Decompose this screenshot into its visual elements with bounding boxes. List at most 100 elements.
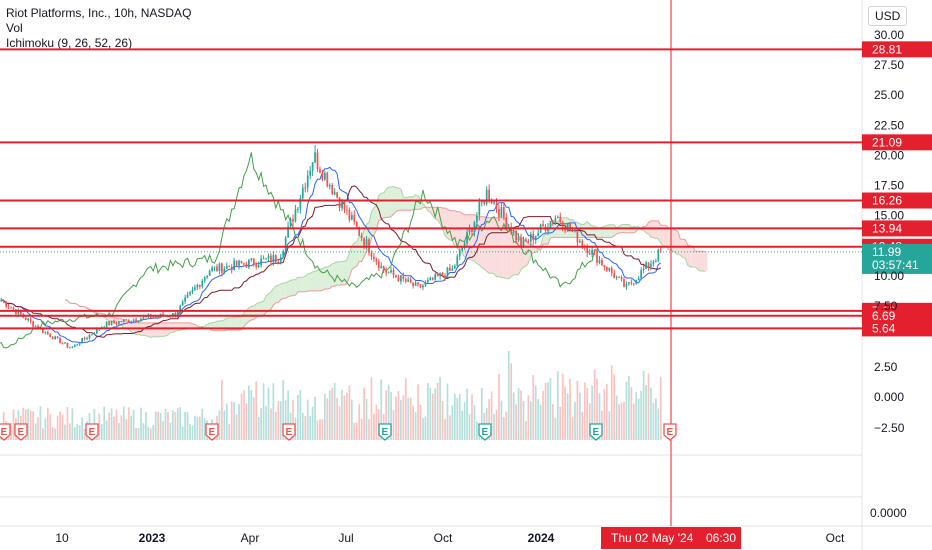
candle-body	[346, 209, 348, 211]
volume-bar	[262, 383, 265, 440]
candle-body	[17, 310, 20, 315]
ichimoku-indicator-label[interactable]: Ichimoku (9, 26, 52, 26)	[6, 36, 133, 50]
candle-body	[422, 285, 424, 288]
price-tick-label: 25.00	[874, 88, 904, 102]
volume-bar	[184, 412, 186, 440]
volume-indicator-label[interactable]: Vol	[6, 21, 23, 35]
volume-bar	[42, 428, 44, 440]
volume-bar	[333, 383, 336, 440]
candle-body	[206, 275, 209, 278]
cloud-segment	[405, 196, 409, 211]
currency-button[interactable]: USD	[868, 6, 908, 26]
volume-bar	[66, 407, 69, 440]
volume-bar	[171, 410, 174, 440]
volume-bar	[46, 407, 49, 440]
cloud-segment	[359, 235, 362, 262]
candle-body	[534, 235, 537, 241]
candle-body	[49, 333, 52, 337]
volume-bar	[64, 424, 66, 440]
volume-bar	[360, 418, 363, 440]
volume-bar	[71, 408, 74, 440]
candle-body	[71, 346, 74, 348]
candle-body	[34, 326, 37, 328]
volume-bar	[297, 395, 299, 440]
volume-bar	[537, 399, 540, 440]
volume-bar	[314, 396, 316, 440]
level-price-tag	[862, 41, 932, 58]
volume-bar	[461, 410, 464, 440]
candle-body	[380, 266, 383, 269]
cloud-segment	[609, 224, 612, 238]
volume-bar	[640, 391, 643, 440]
candle-body	[586, 246, 589, 254]
volume-bar	[375, 404, 378, 440]
volume-bar	[490, 391, 493, 440]
cloud-segment	[251, 306, 254, 320]
candle-body	[297, 208, 299, 210]
candle-body	[444, 275, 446, 278]
candle-body	[61, 343, 64, 345]
candle-body	[657, 249, 660, 261]
cloud-segment	[234, 317, 237, 330]
horizontal-levels: 28.8121.0916.2613.9412.427.106.695.6411.…	[0, 41, 932, 337]
earnings-marker[interactable]: E	[663, 423, 677, 441]
cloud-segment	[658, 220, 661, 244]
cloud-segment	[364, 224, 367, 257]
cloud-segment	[597, 227, 600, 238]
candle-body	[42, 328, 44, 333]
cloud-segment	[261, 301, 264, 316]
volume-bar	[324, 393, 326, 440]
candle-body	[213, 266, 216, 268]
candle-body	[54, 336, 57, 340]
earnings-marker-badge	[378, 423, 392, 441]
candle-body	[490, 199, 493, 204]
volume-bar	[529, 401, 532, 440]
candle-body	[46, 332, 49, 334]
volume-bar	[252, 397, 255, 440]
candle-body	[404, 278, 407, 282]
lagging-span	[0, 152, 598, 349]
earnings-marker[interactable]: E	[205, 423, 219, 441]
cloud-segment	[337, 261, 340, 286]
earnings-marker[interactable]: E	[85, 423, 99, 441]
cloud-segment	[354, 242, 357, 268]
volume-bar	[191, 425, 194, 440]
earnings-marker[interactable]: E	[378, 423, 392, 441]
cloud-segment	[700, 251, 703, 271]
candle-body	[424, 282, 427, 286]
volume-bar	[424, 416, 427, 440]
candle-body	[19, 310, 22, 315]
earnings-marker[interactable]: E	[0, 423, 11, 441]
volume-bar	[520, 390, 522, 440]
volume-bar	[284, 400, 287, 440]
earnings-marker[interactable]: E	[478, 423, 492, 441]
crosshair-time: 06:30	[706, 531, 736, 545]
level-price-label: 16.26	[872, 193, 902, 207]
candle-body	[194, 287, 196, 290]
candle-body	[122, 319, 125, 322]
earnings-marker[interactable]: E	[14, 423, 28, 441]
volume-bar	[27, 408, 30, 440]
cloud-segment	[552, 221, 556, 238]
earnings-marker-letter: E	[89, 427, 96, 438]
volume-bar	[147, 426, 150, 440]
symbol-title[interactable]: Riot Platforms, Inc., 10h, NASDAQ	[6, 6, 192, 20]
cloud-segment	[258, 302, 262, 317]
candle-body	[360, 235, 363, 239]
price-tick-label: 22.50	[874, 118, 904, 132]
candle-body	[91, 334, 93, 336]
volume-bar	[419, 404, 422, 440]
earnings-marker[interactable]: E	[589, 423, 603, 441]
volume-bar	[525, 421, 527, 440]
candle-body	[495, 201, 498, 209]
volume-bar	[561, 373, 564, 440]
candle-body	[93, 333, 96, 335]
candles	[0, 145, 662, 349]
cloud-segment	[207, 323, 210, 329]
earnings-marker[interactable]: E	[282, 423, 296, 441]
cloud-segment	[547, 226, 551, 245]
volume-bar	[321, 419, 324, 440]
volume-bar	[642, 370, 645, 440]
volume-bar	[73, 427, 76, 440]
